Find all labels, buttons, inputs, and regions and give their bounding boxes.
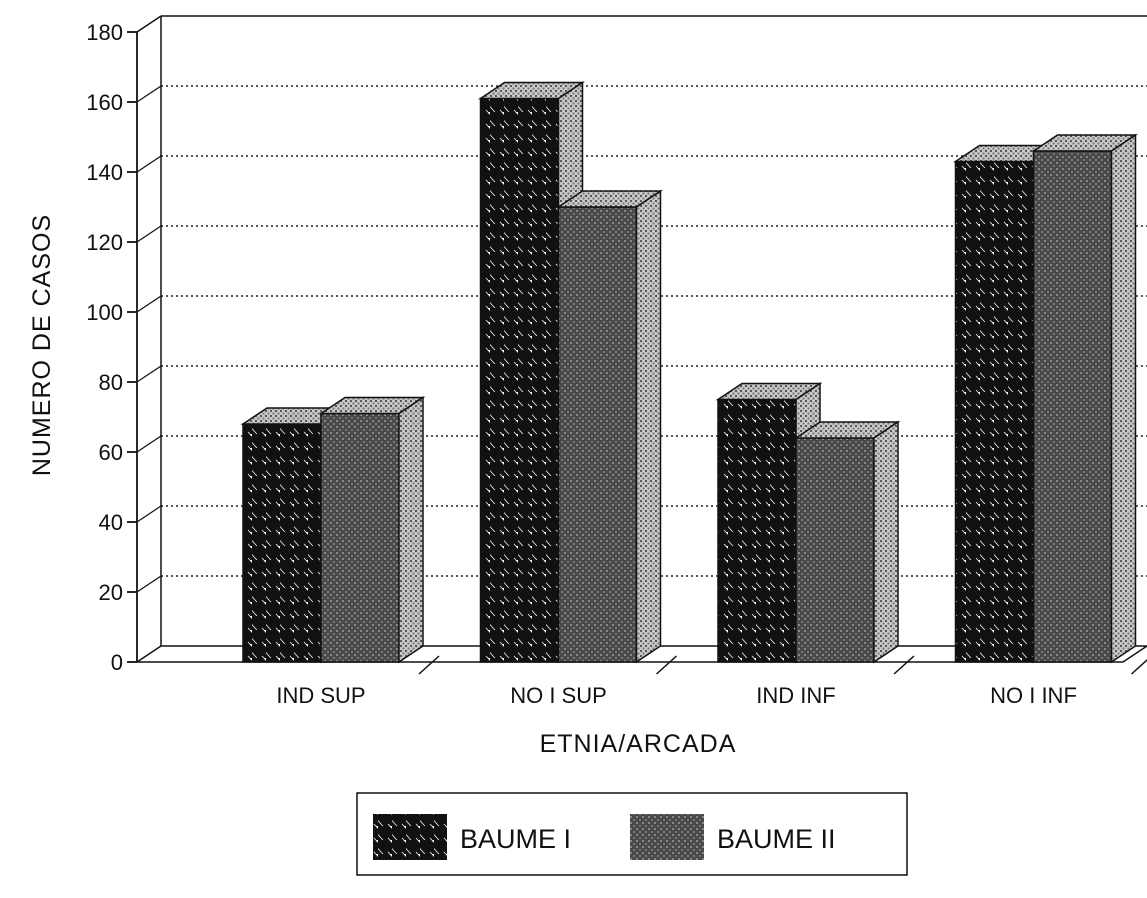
gridline-wall-connector — [136, 155, 162, 173]
y-tick-label: 180 — [86, 20, 123, 45]
bar-front-face — [557, 206, 638, 663]
gridline-wall-connector — [136, 575, 162, 593]
y-tick-label: 20 — [99, 580, 123, 605]
bar — [793, 420, 901, 664]
x-category-label: NO I INF — [990, 683, 1077, 708]
bar-front-face — [954, 160, 1035, 663]
x-tick-mark — [655, 655, 678, 675]
x-tick-mark — [893, 655, 915, 675]
bar — [556, 189, 663, 664]
gridline-wall-connector — [136, 505, 162, 523]
y-tick-label: 160 — [86, 90, 123, 115]
gridline-wall-connector — [136, 435, 162, 453]
gridline-wall-connector — [136, 365, 162, 383]
y-tick-label: 60 — [99, 440, 123, 465]
bar-side-face — [635, 189, 662, 664]
y-axis-title: NUMERO DE CASOS — [28, 214, 56, 476]
x-category-label: IND INF — [756, 683, 835, 708]
bar — [1031, 133, 1138, 664]
y-axis-ticks: 0 20 40 60 80 100 120 140 160 180 — [86, 20, 137, 675]
bar-side-face — [873, 420, 899, 664]
x-axis-category-labels: IND SUP NO I SUP IND INF NO I INF — [276, 655, 1147, 708]
legend-label-baume-i: BAUME I — [460, 824, 571, 854]
y-tick-label: 100 — [86, 300, 123, 325]
legend: BAUME I BAUME II — [356, 792, 908, 876]
x-tick-mark — [418, 655, 440, 675]
x-tick-mark — [1130, 659, 1147, 675]
bar-front-face — [717, 398, 797, 663]
gridline-wall-connector — [136, 85, 162, 103]
gridline-wall-connector — [136, 225, 162, 243]
y-tick-label: 0 — [111, 650, 123, 675]
legend-label-baume-ii: BAUME II — [717, 824, 836, 854]
gridline-wall-connector — [136, 295, 162, 313]
y-tick-label: 120 — [86, 230, 123, 255]
bar-front-face — [795, 437, 875, 663]
x-axis-title: ETNIA/ARCADA — [540, 730, 737, 758]
bar-front-face — [242, 423, 322, 663]
bar-front-face — [479, 97, 560, 663]
bar-side-face — [398, 396, 424, 664]
bar — [318, 396, 426, 664]
bar-front-face — [320, 412, 400, 663]
bars — [240, 81, 1138, 664]
y-axis-top-connector — [136, 15, 162, 33]
bar-front-face — [1032, 150, 1113, 663]
bar-side-face — [1110, 133, 1137, 664]
y-tick-label: 140 — [86, 160, 123, 185]
y-tick-label: 80 — [99, 370, 123, 395]
x-category-label: IND SUP — [276, 683, 365, 708]
x-category-label: NO I SUP — [510, 683, 607, 708]
legend-swatch-baume-ii — [630, 814, 704, 860]
legend-swatch-baume-i — [373, 814, 447, 860]
y-tick-label: 40 — [99, 510, 123, 535]
